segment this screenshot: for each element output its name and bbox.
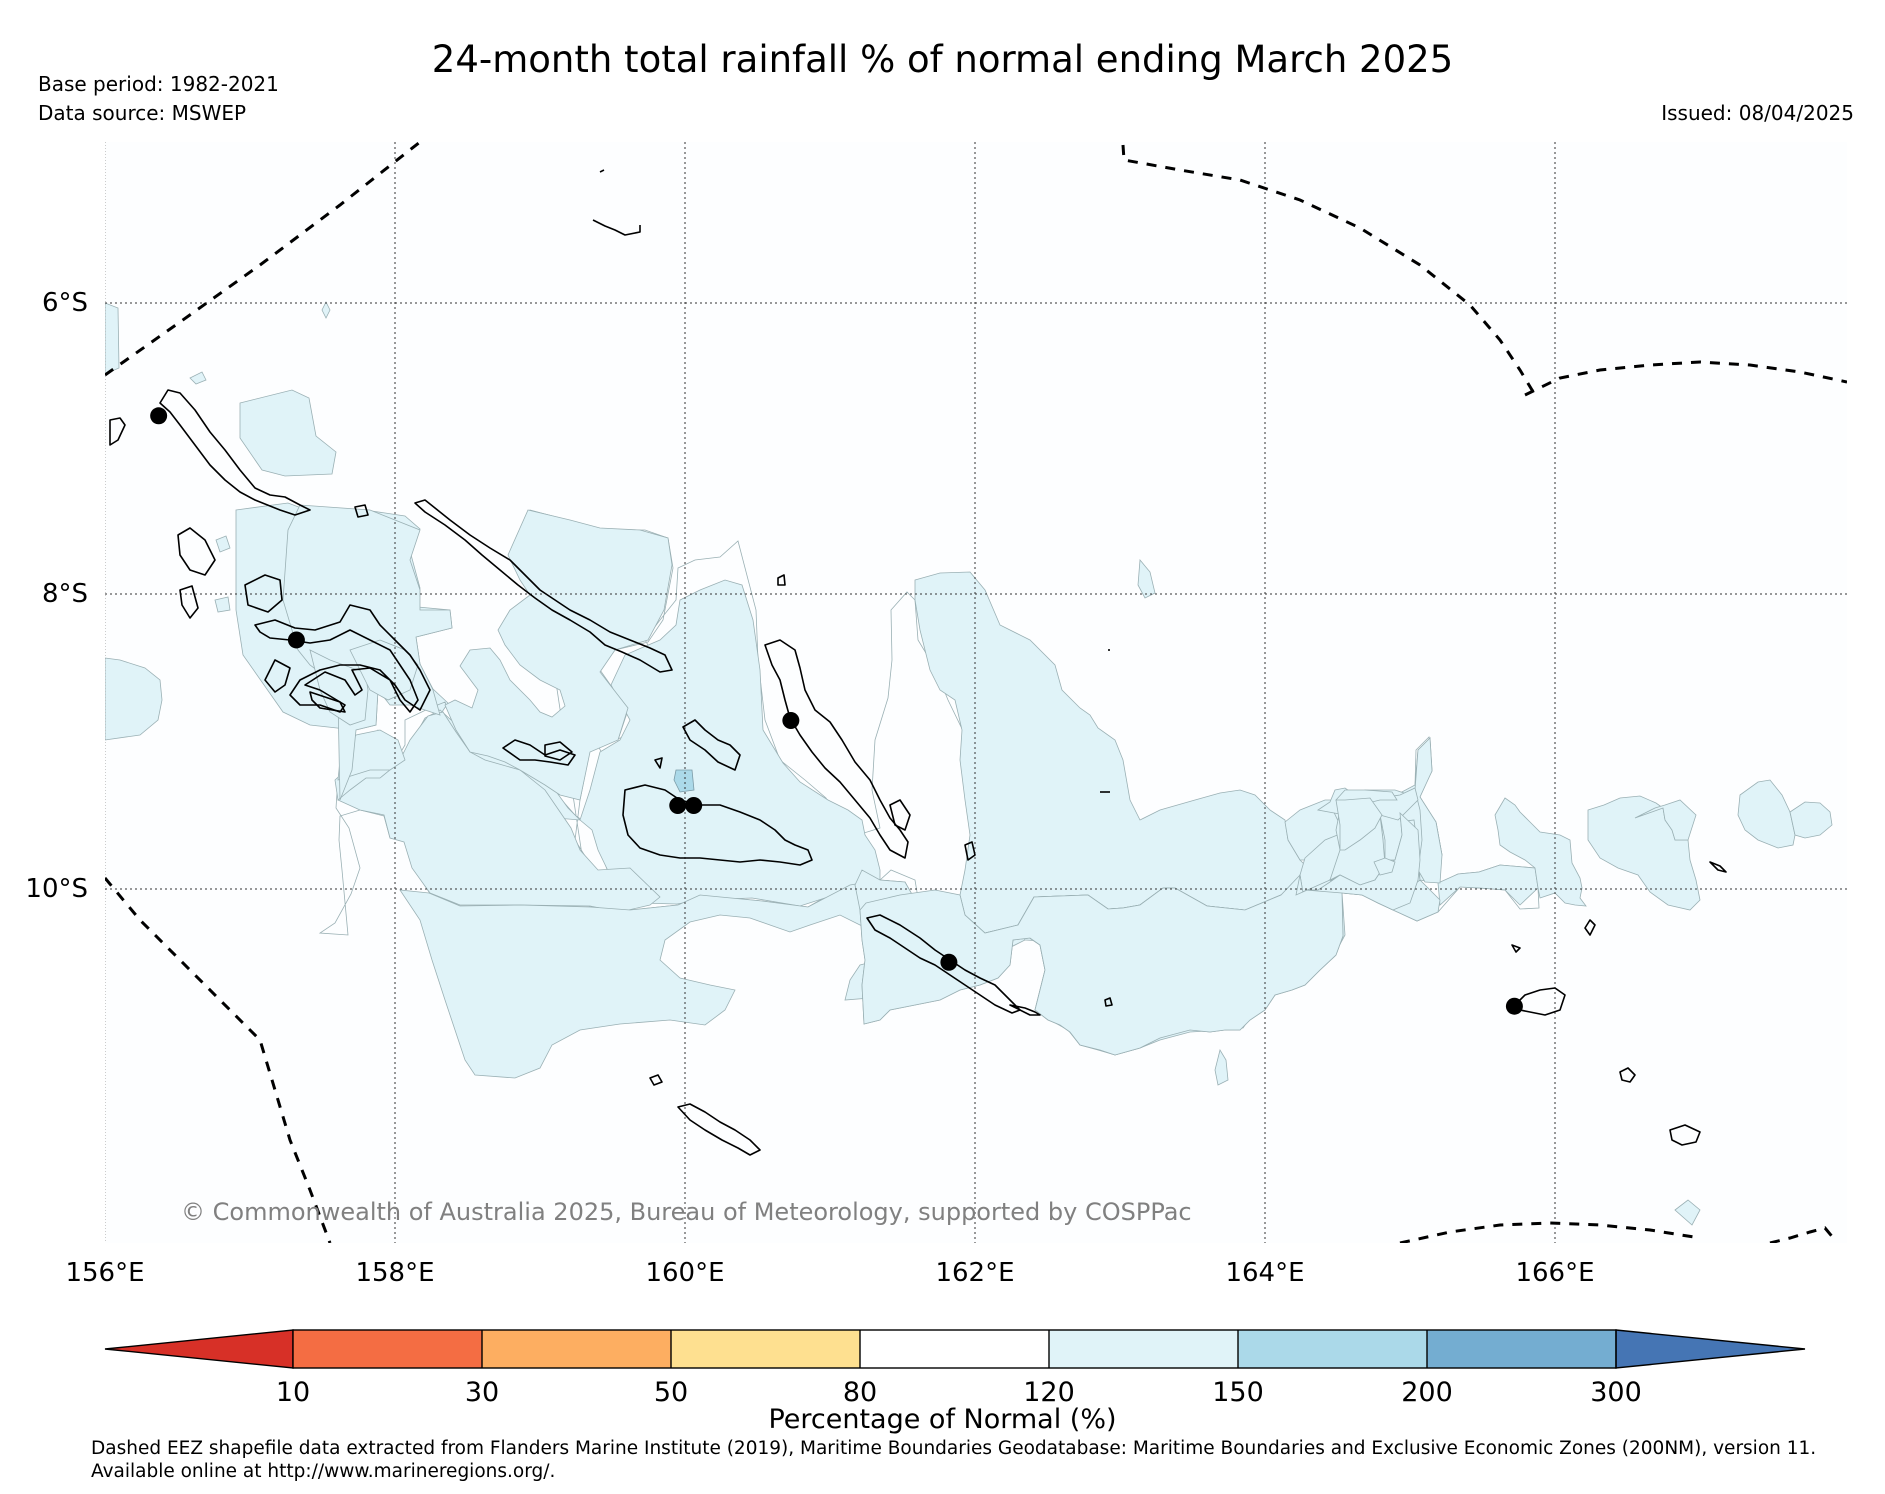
colorbar-segment	[860, 1330, 1049, 1368]
colorbar-title: Percentage of Normal (%)	[768, 1404, 1117, 1435]
colorbar-segment	[293, 1330, 482, 1368]
station-marker	[940, 953, 958, 971]
chart-title: 24-month total rainfall % of normal endi…	[431, 38, 1454, 81]
colorbar-segment	[671, 1330, 860, 1368]
colorbar-segment	[1238, 1330, 1427, 1368]
lon-label-162e: 162°E	[935, 1258, 1015, 1288]
colorbar-tick-label: 80	[842, 1377, 878, 1408]
base-period-label: Base period: 1982-2021	[38, 72, 279, 96]
colorbar-tick-label: 300	[1590, 1377, 1642, 1408]
island-choiseul	[159, 389, 311, 516]
copyright-notice: © Commonwealth of Australia 2025, Bureau…	[181, 1198, 1192, 1226]
colorbar-tick-label: 200	[1401, 1377, 1453, 1408]
eez-boundaries	[105, 142, 1847, 1243]
station-marker	[150, 407, 168, 425]
data-source-label: Data source: MSWEP	[38, 101, 247, 125]
station-marker	[685, 796, 703, 814]
island-santa-isabel	[414, 499, 673, 673]
colorbar-segment	[482, 1330, 671, 1368]
issued-date-label: Issued: 08/04/2025	[1661, 101, 1854, 125]
lat-label-8s: 8°S	[41, 579, 88, 609]
colorbar-extend-low	[104, 1329, 294, 1369]
station-markers	[150, 407, 1523, 1015]
colorbar-tick-label: 30	[464, 1377, 500, 1408]
colorbar-tick-label: 50	[653, 1377, 689, 1408]
colorbar	[104, 1329, 1806, 1369]
footnote-line-1: Dashed EEZ shapefile data extracted from…	[91, 1438, 1817, 1459]
colorbar-tick-label: 10	[275, 1377, 311, 1408]
lon-label-164e: 164°E	[1225, 1258, 1305, 1288]
lon-label-166e: 166°E	[1515, 1258, 1595, 1288]
station-marker	[1505, 997, 1523, 1015]
map-gridlines	[105, 142, 1847, 1243]
station-marker	[287, 631, 305, 649]
lon-label-160e: 160°E	[645, 1258, 725, 1288]
colorbar-segment	[1427, 1330, 1616, 1368]
colorbar-extend-high	[1615, 1329, 1806, 1369]
above-normal-rainfall-regions	[105, 302, 1833, 1226]
station-marker	[782, 712, 800, 730]
lat-label-10s: 10°S	[25, 874, 88, 904]
lat-label-6s: 6°S	[41, 288, 88, 318]
colorbar-segment	[1049, 1330, 1238, 1368]
lon-label-156e: 156°E	[65, 1258, 145, 1288]
island-santa-cruz	[1517, 987, 1566, 1016]
colorbar-tick-label: 150	[1212, 1377, 1264, 1408]
colorbar-tick-label: 120	[1023, 1377, 1075, 1408]
footnote-line-2: Available online at http://www.marinereg…	[91, 1461, 556, 1482]
high-rainfall-patch	[673, 769, 695, 793]
station-marker	[669, 796, 687, 814]
lon-label-158e: 158°E	[355, 1258, 435, 1288]
island-rennell	[677, 1103, 761, 1156]
